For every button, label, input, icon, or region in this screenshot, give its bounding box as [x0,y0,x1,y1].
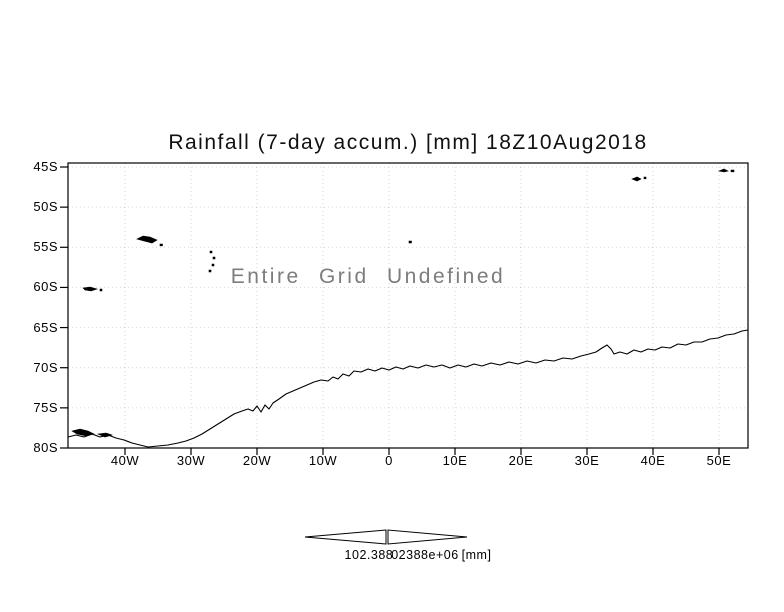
x-tick-label: 20E [508,453,534,468]
x-tick-label: 30E [574,453,600,468]
x-tick-label: 0 [385,453,393,468]
plot-frame [67,162,749,449]
y-tick-label: 55S [33,239,58,255]
x-tick-label: 40E [640,453,666,468]
y-tick-label: 75S [33,399,58,415]
colorbar-unit-label: [mm] [461,548,492,562]
x-tick-label: 10E [442,453,468,468]
x-tick-label: 50E [706,453,732,468]
y-tick-label: 60S [33,279,58,295]
x-tick-label: 20W [242,453,272,468]
colorbar-label-high: 02388e+06 [391,548,459,562]
y-tick-label: 80S [33,440,58,455]
y-tick-label: 65S [33,319,58,335]
y-tick-label: 50S [33,199,58,215]
colorbar-labels: 102.38802388e+06 [mm] [318,548,518,562]
x-tick-label: 30W [176,453,206,468]
y-tick-label: 45S [33,159,58,174]
colorbar-label-low: 102.388 [344,548,394,562]
colorbar-left-arrow [304,529,387,545]
y-tick-label: 70S [33,359,58,375]
antarctic-coastline [67,329,749,448]
undefined-grid-message: Entire Grid Undefined [230,265,506,288]
longitude-axis-labels: 40W 30W 20W 10W 0 10E 20E 30E 40E 50E [0,453,784,469]
colorbar-right-arrow [387,529,468,545]
x-tick-label: 10W [308,453,338,468]
islands [71,168,735,438]
x-tick-label: 40W [110,453,140,468]
plot-title: Rainfall (7-day accum.) [mm] 18Z10Aug201… [168,131,648,154]
latitude-axis-labels: 45S 50S 55S 60S 65S 70S 75S 80S [22,0,62,612]
